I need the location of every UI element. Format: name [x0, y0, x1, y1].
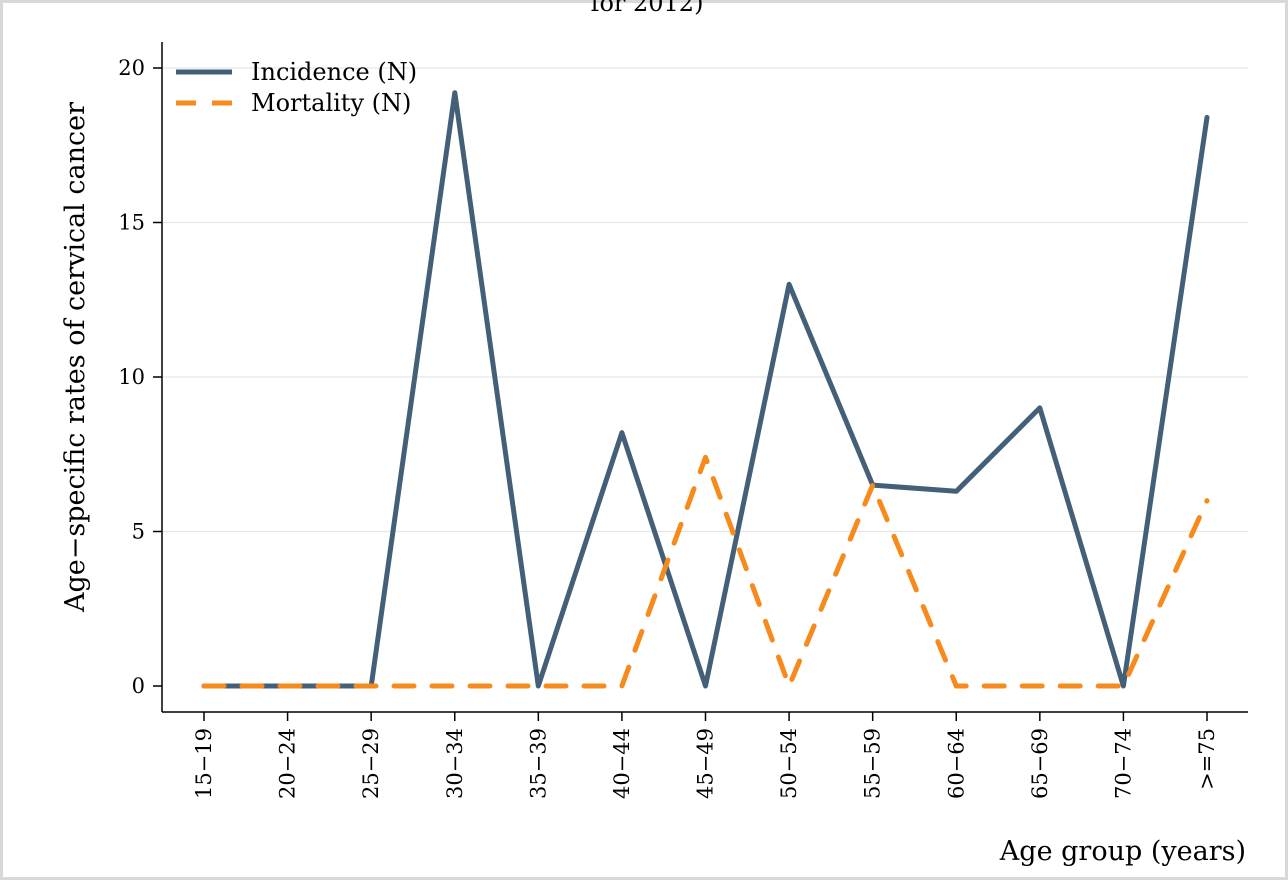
incidence-line — [201, 90, 1210, 689]
legend: Incidence (N) Mortality (N) — [176, 58, 417, 117]
y-tick-label: 20 — [118, 56, 145, 80]
x-tick-label: 20−24 — [276, 728, 300, 799]
x-tick-label: 55−59 — [861, 728, 885, 799]
legend-label-mortality: Mortality (N) — [251, 89, 411, 117]
y-tick-label: 15 — [118, 211, 145, 235]
legend-label-incidence: Incidence (N) — [251, 58, 417, 86]
x-tick-label: 45−49 — [694, 728, 718, 799]
series-group — [201, 90, 1210, 689]
y-axis-title: Age−specific rates of cervical cancer — [60, 102, 91, 613]
grid-lines — [162, 67, 1248, 533]
x-axis-title: Age group (years) — [999, 836, 1246, 867]
x-tick-label: 50−54 — [777, 728, 801, 799]
y-tick-label: 10 — [118, 365, 145, 389]
y-tick-label: 0 — [132, 674, 145, 698]
mortality-line — [201, 454, 1210, 689]
x-tick-label: >=75 — [1195, 728, 1219, 790]
x-tick-label: 35−39 — [526, 728, 550, 799]
x-tick-label: 25−29 — [359, 728, 383, 799]
x-tick-label: 30−34 — [443, 728, 467, 799]
x-tick-label: 15−19 — [192, 728, 216, 799]
x-tick-label: 60−64 — [944, 728, 968, 799]
x-tick-label: 40−44 — [610, 728, 634, 799]
x-ticks: 15−19 20−24 25−29 30−34 35−39 40−44 45−49 50−54… — [192, 712, 1219, 799]
chart-title-fragment: for 2012) — [590, 0, 704, 17]
x-tick-label: 65−69 — [1028, 728, 1052, 799]
y-tick-label: 5 — [132, 520, 145, 544]
x-tick-label: 70−74 — [1111, 728, 1135, 799]
y-ticks: 0 5 10 15 20 — [118, 56, 162, 698]
